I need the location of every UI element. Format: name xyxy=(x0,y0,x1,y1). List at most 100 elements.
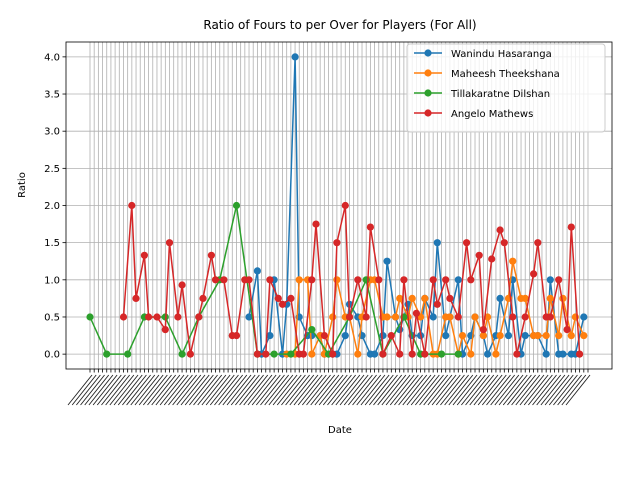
x-tick-label-mark xyxy=(490,374,516,406)
data-point xyxy=(379,350,387,358)
x-tick-label-mark xyxy=(264,374,290,406)
x-tick-label-mark xyxy=(176,374,202,406)
data-point xyxy=(232,201,241,210)
legend: Wanindu Hasaranga Maheesh Theekshana Tilla… xyxy=(406,43,606,133)
data-point xyxy=(308,326,316,334)
data-point xyxy=(496,332,504,340)
data-point xyxy=(555,276,563,284)
data-point xyxy=(371,350,379,358)
x-tick-label-mark xyxy=(197,374,223,406)
x-tick-label-mark xyxy=(159,374,185,406)
data-point xyxy=(178,350,186,358)
data-point xyxy=(86,313,94,321)
data-point xyxy=(567,332,575,340)
x-tick-label-mark xyxy=(147,374,172,406)
data-point xyxy=(408,350,416,358)
x-tick-label-mark xyxy=(218,374,244,406)
x-tick-label-mark xyxy=(481,374,507,406)
x-tick-label-mark xyxy=(205,374,231,406)
x-tick-label-mark xyxy=(230,374,256,406)
data-point xyxy=(287,294,295,302)
x-tick-label-mark xyxy=(368,374,394,406)
x-tick-label-mark xyxy=(302,374,327,406)
x-tick-label-mark xyxy=(322,374,348,406)
data-point xyxy=(391,313,400,321)
data-point xyxy=(421,350,429,358)
x-tick-label-mark xyxy=(406,374,432,406)
x-tick-label-mark xyxy=(423,374,449,406)
legend-label: Maheesh Theekshana xyxy=(451,69,560,80)
data-point xyxy=(396,350,404,358)
data-point xyxy=(312,220,320,228)
x-tick-label-mark xyxy=(352,374,377,406)
data-point xyxy=(521,294,529,302)
data-point xyxy=(186,350,194,358)
x-tick-label-mark xyxy=(76,374,101,406)
data-point xyxy=(437,350,446,358)
x-tick-label-mark xyxy=(122,374,147,406)
x-tick-label-mark xyxy=(180,374,206,406)
data-point xyxy=(421,294,429,302)
x-tick-label-mark xyxy=(515,374,541,406)
y-tick-label: 2.0 xyxy=(44,201,60,212)
data-point xyxy=(245,313,253,321)
data-point xyxy=(492,350,500,358)
x-tick-label-mark xyxy=(339,374,365,406)
legend-label: Tillakaratne Dilshan xyxy=(450,89,550,100)
data-point xyxy=(270,350,278,358)
data-point xyxy=(366,223,374,231)
x-tick-label-mark xyxy=(381,374,407,406)
legend-swatch-marker xyxy=(424,89,432,97)
data-point xyxy=(467,276,475,284)
data-point xyxy=(345,313,354,321)
series-layer xyxy=(86,53,588,358)
x-tick-label-mark xyxy=(318,374,344,406)
data-point xyxy=(408,294,416,302)
x-tick-label-mark xyxy=(314,374,340,406)
data-point xyxy=(266,332,274,340)
x-tick-label-mark xyxy=(331,374,356,406)
x-tick-label-mark xyxy=(289,374,315,406)
x-tick-label-mark xyxy=(251,374,277,406)
data-point xyxy=(178,281,186,289)
data-point xyxy=(484,350,492,358)
data-point xyxy=(458,332,467,340)
x-tick-label-mark xyxy=(310,374,336,406)
x-tick-label-mark xyxy=(109,374,135,406)
x-tick-label-mark xyxy=(557,374,582,406)
data-point xyxy=(534,332,542,340)
data-point xyxy=(467,350,475,358)
x-tick-label-mark xyxy=(565,374,591,406)
x-tick-label-mark xyxy=(268,374,294,406)
data-point xyxy=(576,350,584,358)
x-tick-label-mark xyxy=(255,374,281,406)
x-tick-label-mark xyxy=(151,374,177,406)
x-tick-label-mark xyxy=(402,374,428,406)
data-point xyxy=(207,251,215,259)
data-point xyxy=(161,326,169,334)
x-tick-label-mark xyxy=(243,374,269,406)
x-tick-label-mark xyxy=(507,374,532,406)
x-tick-label-mark xyxy=(71,374,97,406)
y-tick-label: 0.0 xyxy=(44,350,60,361)
x-tick-label-mark xyxy=(544,374,570,406)
data-point xyxy=(291,53,299,61)
data-point xyxy=(396,294,404,302)
x-tick-label-mark xyxy=(494,374,520,406)
x-tick-label-mark xyxy=(126,374,151,406)
data-point xyxy=(211,276,220,284)
data-point xyxy=(308,350,316,358)
data-point xyxy=(429,313,437,321)
data-point xyxy=(496,226,504,234)
y-axis-ticks: 0.0 0.5 1.0 1.5 2.0 2.5 3.0 3.5 4.0 xyxy=(44,52,66,361)
x-axis-label: Date xyxy=(328,425,352,436)
data-point xyxy=(278,300,287,308)
data-point xyxy=(509,257,517,265)
x-tick-label-mark xyxy=(189,374,214,406)
x-tick-label-mark xyxy=(168,374,193,406)
y-tick-label: 2.5 xyxy=(44,164,60,175)
data-point xyxy=(329,313,337,321)
x-tick-label-mark xyxy=(92,374,118,406)
series-3 xyxy=(119,201,584,358)
